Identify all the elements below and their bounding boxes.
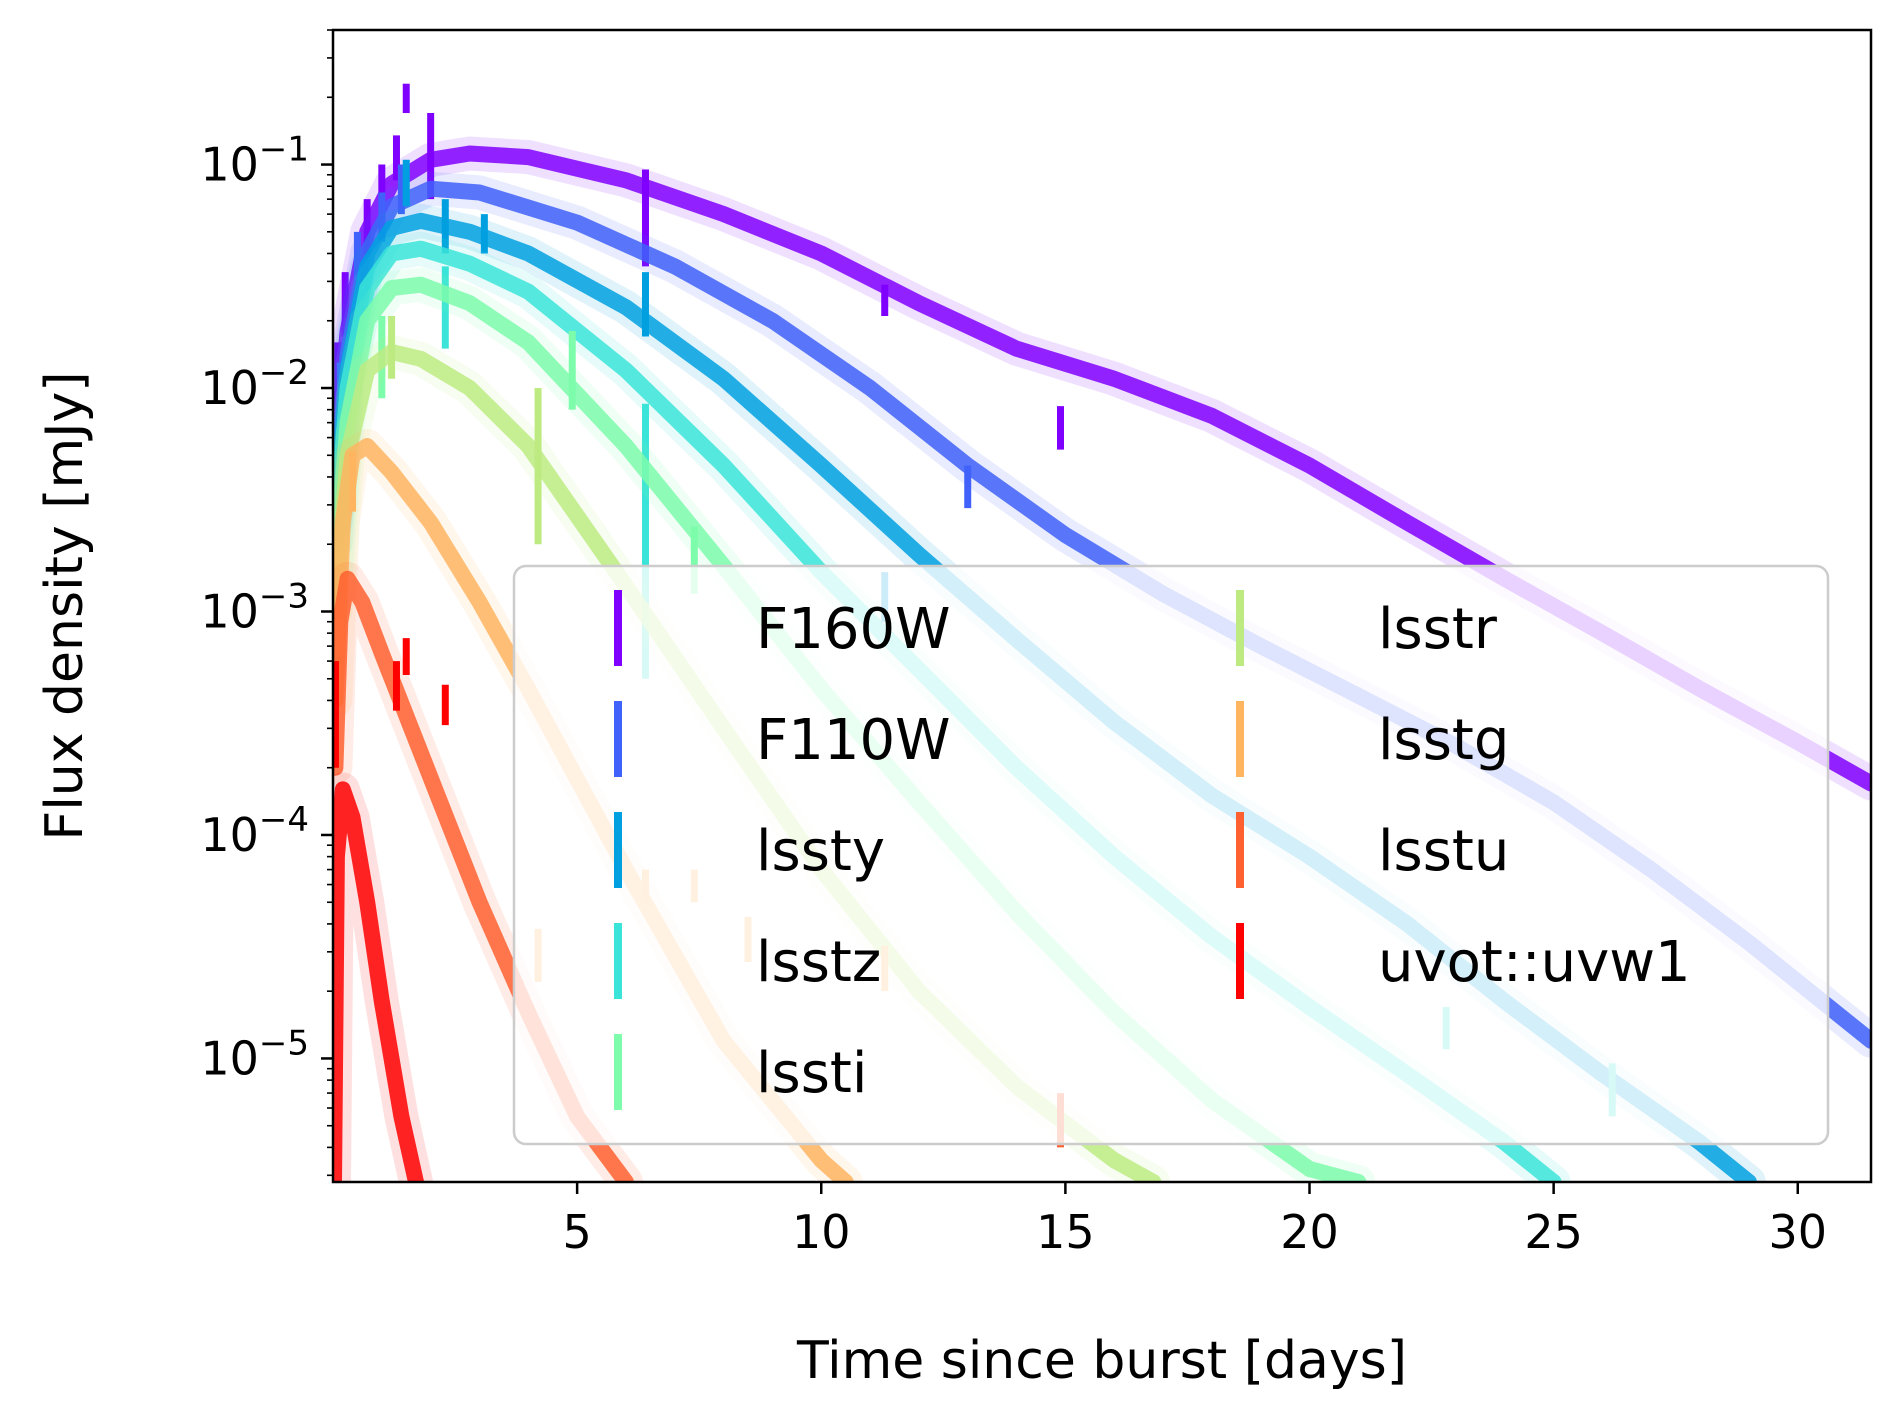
x-tick-label: 30: [1768, 1205, 1827, 1259]
x-tick-label: 10: [792, 1205, 851, 1259]
series-uvot-uvw1: [333, 638, 449, 1182]
legend-label: F160W: [756, 597, 950, 662]
legend-item: lsstu: [1236, 812, 1509, 888]
y-axis-title: Flux density [mJy]: [35, 371, 95, 840]
legend-item: lssti: [614, 1034, 867, 1110]
x-tick-label: 25: [1524, 1205, 1583, 1259]
y-axis: 10−1 10−2 10−3 10−4 10−5: [200, 29, 333, 1177]
y-tick-label: 10−4: [200, 800, 309, 862]
legend-label: lssti: [756, 1041, 867, 1106]
legend-item: lsstr: [1236, 590, 1498, 666]
legend-item: lsstz: [614, 923, 881, 999]
legend-label: lsstr: [1378, 597, 1498, 662]
x-tick-label: 15: [1036, 1205, 1095, 1259]
legend-label: lssty: [756, 819, 885, 884]
legend-label: uvot::uvw1: [1378, 930, 1691, 995]
x-tick-label: 5: [562, 1205, 591, 1259]
x-axis-title: Time since burst [days]: [796, 1331, 1407, 1391]
plot-frame: [331, 28, 1873, 1184]
legend-item: uvot::uvw1: [1236, 923, 1691, 999]
y-tick-label: 10−1: [200, 130, 309, 192]
legend-items: F160W F110W lssty lsstz lssti lsstr lsstg lsstu…: [614, 590, 1691, 1110]
legend-item: F160W: [614, 590, 950, 666]
legend-item: lssty: [614, 812, 885, 888]
model-curve: [333, 781, 424, 1182]
y-tick-label: 10−2: [200, 353, 309, 415]
y-tick-label: 10−3: [200, 576, 309, 638]
legend: F160W F110W lssty lsstz lssti lsstr lsstg lsstu…: [512, 564, 1830, 1146]
legend-item: F110W: [614, 701, 950, 777]
x-axis: 5 10 15 20 25 30: [562, 1182, 1827, 1259]
legend-label: F110W: [756, 708, 950, 773]
y-tick-label: 10−5: [200, 1023, 309, 1085]
legend-item: lsstg: [1236, 701, 1509, 777]
legend-box: [512, 564, 1830, 1146]
legend-label: lsstu: [1378, 819, 1509, 884]
legend-label: lsstg: [1378, 708, 1509, 773]
x-tick-label: 20: [1280, 1205, 1339, 1259]
legend-label: lsstz: [756, 930, 881, 995]
